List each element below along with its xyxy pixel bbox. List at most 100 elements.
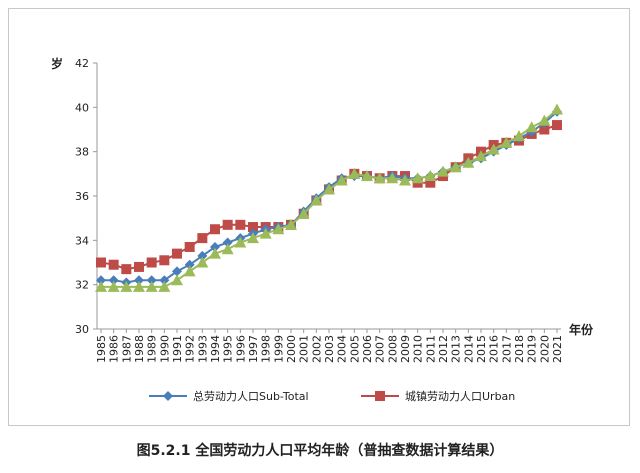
data-point-triangle: [107, 280, 120, 292]
x-tick-label: 1986: [108, 335, 121, 363]
data-point-triangle: [95, 280, 107, 292]
data-point-square: [146, 257, 157, 268]
data-point-triangle: [487, 143, 500, 155]
data-point-triangle: [386, 172, 399, 184]
x-tick-label: 2000: [285, 335, 298, 363]
x-tick-label: 2012: [437, 335, 450, 363]
data-point-diamond: [134, 275, 144, 286]
x-tick-label: 1988: [133, 335, 146, 363]
x-tick-label: 2011: [424, 335, 437, 363]
data-point-triangle: [171, 274, 183, 286]
data-point-diamond: [172, 266, 182, 277]
data-point-triangle: [538, 114, 551, 126]
x-tick-label: 1992: [184, 335, 197, 363]
y-tick-label: 38: [75, 146, 89, 159]
data-point-triangle: [259, 227, 272, 239]
series-2: [96, 120, 562, 275]
x-tick-label: 2005: [348, 335, 361, 363]
legend-marker: [163, 391, 173, 401]
series-line: [100, 124, 558, 271]
data-point-square: [197, 233, 208, 244]
series-line: [101, 108, 558, 288]
data-point-square: [96, 257, 106, 268]
x-tick-label: 1996: [234, 335, 247, 363]
data-point-triangle: [551, 103, 563, 115]
data-point-square: [108, 259, 119, 270]
data-point-triangle: [525, 121, 538, 133]
x-tick-label: 2007: [374, 335, 387, 363]
data-point-triangle: [285, 218, 297, 230]
data-point-square: [134, 261, 144, 272]
x-tick-label: 2008: [386, 335, 399, 363]
data-point-triangle: [361, 170, 373, 182]
y-tick-label: 32: [75, 279, 89, 292]
data-point-triangle: [513, 130, 525, 142]
x-tick-label: 2021: [551, 335, 564, 363]
data-point-triangle: [120, 280, 133, 292]
data-point-triangle: [411, 172, 424, 184]
x-tick-label: 1985: [95, 335, 108, 363]
x-tick-label: 2014: [462, 335, 475, 363]
x-tick-label: 2002: [310, 335, 323, 363]
x-tick-label: 1990: [158, 335, 171, 363]
data-point-triangle: [437, 165, 449, 177]
data-point-diamond: [146, 275, 157, 286]
y-tick-label: 34: [75, 234, 89, 247]
x-tick-label: 1987: [120, 335, 133, 363]
data-point-triangle: [209, 247, 221, 259]
y-axis-unit-label: 岁: [51, 56, 63, 71]
data-point-triangle: [183, 265, 196, 277]
series-3: [95, 103, 563, 292]
data-point-diamond: [210, 241, 220, 252]
data-point-square: [210, 224, 220, 235]
data-point-triangle: [145, 280, 158, 292]
x-tick-label: 2009: [399, 335, 412, 363]
data-point-square: [159, 255, 170, 266]
data-point-square: [121, 264, 132, 275]
chart-frame: 30 32 34 36 38 40 42 1985 1986 1987 1988 1989 1990 19…: [8, 8, 630, 426]
data-point-triangle: [297, 207, 310, 219]
legend-item: 总劳动力人口Sub-Total: [149, 389, 309, 403]
x-tick-label: 2015: [475, 335, 488, 363]
data-point-triangle: [449, 161, 462, 173]
data-point-triangle: [323, 183, 335, 195]
x-tick-label: 2020: [538, 335, 551, 363]
data-point-triangle: [373, 172, 386, 184]
data-point-square: [172, 248, 182, 259]
figure-caption: 图5.2.1 全国劳动力人口平均年龄（普抽查数据计算结果）: [136, 443, 504, 459]
x-tick-label: 2004: [336, 335, 349, 363]
data-point-triangle: [399, 174, 411, 186]
x-tick-label: 2016: [488, 335, 501, 363]
data-point-diamond: [184, 259, 195, 270]
legend-marker: [375, 391, 385, 401]
data-point-diamond: [108, 275, 119, 286]
x-tick-label: 1999: [272, 335, 285, 363]
data-point-square: [184, 241, 195, 252]
data-point-triangle: [133, 280, 145, 292]
data-point-triangle: [221, 243, 234, 255]
x-tick-label: 1997: [247, 335, 260, 363]
x-tick-label: 2013: [450, 335, 463, 363]
data-point-triangle: [335, 174, 348, 186]
data-point-square: [248, 222, 258, 233]
data-point-triangle: [272, 223, 285, 235]
data-point-square: [235, 219, 246, 230]
data-point-triangle: [500, 136, 513, 148]
data-point-triangle: [196, 256, 209, 268]
legend-label: 城镇劳动力人口Urban: [405, 389, 515, 403]
x-tick-label: 2003: [323, 335, 336, 363]
x-tick-label: 2010: [412, 335, 425, 363]
x-tick-label: 2001: [298, 335, 311, 363]
x-tick-label: 1994: [209, 335, 222, 363]
x-tick-label: 1993: [196, 335, 209, 363]
data-point-diamond: [159, 275, 170, 286]
y-tick-label: 42: [75, 57, 89, 70]
data-point-square: [425, 177, 436, 188]
data-point-triangle: [158, 280, 171, 292]
data-point-diamond: [197, 250, 208, 261]
x-tick-label: 1995: [222, 335, 235, 363]
data-point-triangle: [462, 156, 475, 168]
data-point-diamond: [96, 275, 106, 286]
data-point-triangle: [310, 194, 323, 206]
